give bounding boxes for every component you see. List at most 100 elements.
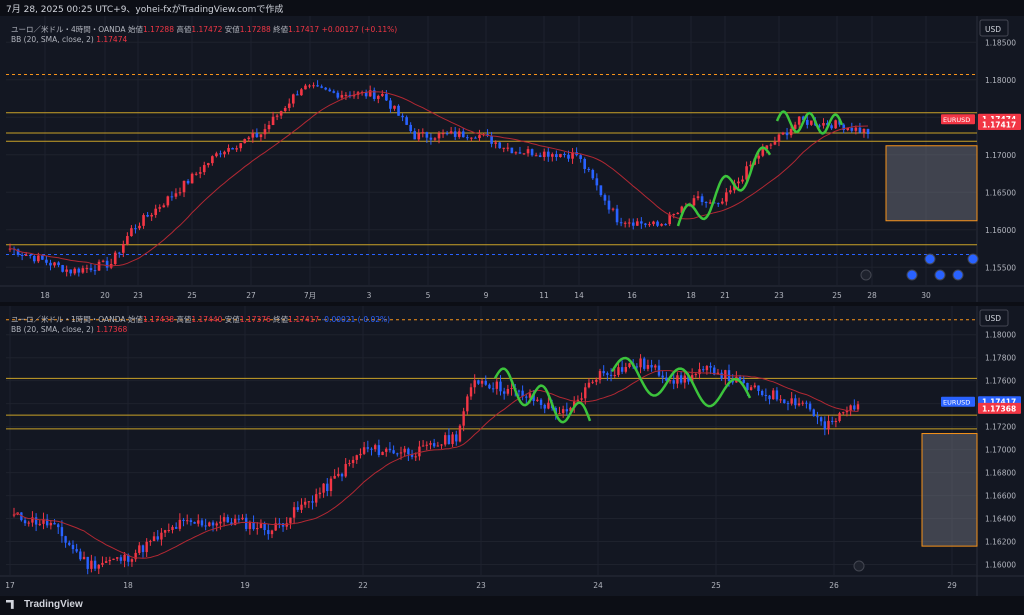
candle-body [259,523,263,529]
indicator-legend-1h[interactable]: BB (20, SMA, close, 2) 1.17368 [11,325,127,334]
candle-body [190,173,194,184]
candle-body [189,520,193,523]
candle-body [219,153,222,155]
candle-body [502,391,506,394]
target-zone-box [885,145,978,222]
candle-body [480,380,484,384]
tradingview-logo[interactable]: TradingView [6,599,83,610]
x-tick-label: 25 [832,291,842,300]
candle-body [746,382,749,391]
candle-body [664,224,667,226]
candle-body [573,401,576,408]
candle-body [285,523,288,527]
candle-body [344,463,347,477]
candle-body [200,520,204,526]
low-label-4h: 安値 [224,25,240,34]
candle-body [296,507,299,510]
candle-body [591,381,594,383]
candle-body [534,155,538,157]
indicator-label-4h: BB (20, SMA, close, 2) [11,35,94,44]
candle-body [538,155,542,157]
candle-body [403,448,406,453]
candle-body [474,137,477,139]
candle-body [624,366,628,372]
chart-pane-4h[interactable]: 1.185001.180001.175001.170001.165001.160… [0,16,1024,302]
chart-canvas-4h[interactable]: 1.185001.180001.175001.170001.165001.160… [0,16,1024,302]
candle-body [453,131,457,137]
candle-body [37,255,40,262]
candle-body [61,265,64,272]
candle-body [123,554,126,561]
high-label-4h: 高値 [176,25,192,34]
currency-4h[interactable]: USD [985,25,1002,34]
x-tick-label: 24 [593,581,603,590]
candle-body [77,268,81,273]
candle-body [97,564,100,569]
candle-body [704,202,708,204]
candle-body [679,375,683,383]
candle-body [182,519,185,521]
candle-body [785,132,789,136]
candle-body [569,407,572,412]
candle-body [20,512,23,521]
event-marker-icon [924,253,936,265]
candle-body [85,268,89,270]
y-tick-label: 1.17200 [985,423,1016,432]
event-marker-icon [860,269,872,281]
candle-body [279,111,283,116]
candle-body [24,255,28,257]
candle-body [458,425,462,442]
y-tick-label: 1.16000 [985,226,1016,235]
chart-pane-1h[interactable]: 1.180001.178001.176001.174001.172001.170… [0,306,1024,596]
candle-body [591,170,595,179]
candle-body [308,85,311,87]
candle-body [117,252,121,254]
close-value-1h: 1.17417 [288,315,320,324]
candle-body [425,444,428,446]
chart-canvas-1h[interactable]: 1.180001.178001.176001.174001.172001.170… [0,306,1024,596]
price-label-text: 1.17417 [982,120,1016,129]
x-tick-label: 11 [539,291,549,300]
candle-body [259,134,263,138]
candle-body [635,221,639,226]
candle-body [777,134,781,142]
candle-body [708,202,712,204]
bollinger-basis-line [9,91,869,267]
candle-body [320,86,323,88]
candle-body [429,443,432,445]
candle-body [502,147,506,149]
y-tick-label: 1.16400 [985,515,1016,524]
candle-body [93,560,97,569]
candle-body [797,403,801,406]
candle-body [506,388,510,394]
candle-body [786,403,790,405]
open-value-1h: 1.17438 [142,315,174,324]
legend-1h: ユーロ／米ドル・1時間・OANDA 始値1.17438 高値1.17440 安値… [11,314,390,325]
drawn-wave-curve [493,367,592,424]
x-tick-label: 22 [358,581,368,590]
candle-body [53,262,56,266]
low-label-1h: 安値 [224,315,240,324]
candle-body [244,517,248,529]
candle-body [397,105,400,116]
candle-body [73,268,77,274]
candle-body [283,107,287,112]
candle-body [355,455,358,460]
candle-body [315,494,318,503]
y-tick-label: 1.18500 [985,38,1016,47]
x-tick-label: 29 [947,581,957,590]
event-marker-icon [952,269,964,281]
candle-body [528,393,532,398]
candle-body [620,367,624,372]
currency-1h[interactable]: USD [985,314,1002,323]
candle-body [437,133,441,139]
candle-body [599,185,603,196]
candle-body [764,395,768,397]
symbol-tag-bg [941,396,975,407]
candle-body [326,483,329,492]
candle-body [162,205,166,208]
candle-body [166,196,170,206]
candle-body [654,365,657,368]
indicator-legend-4h[interactable]: BB (20, SMA, close, 2) 1.17474 [11,35,127,44]
